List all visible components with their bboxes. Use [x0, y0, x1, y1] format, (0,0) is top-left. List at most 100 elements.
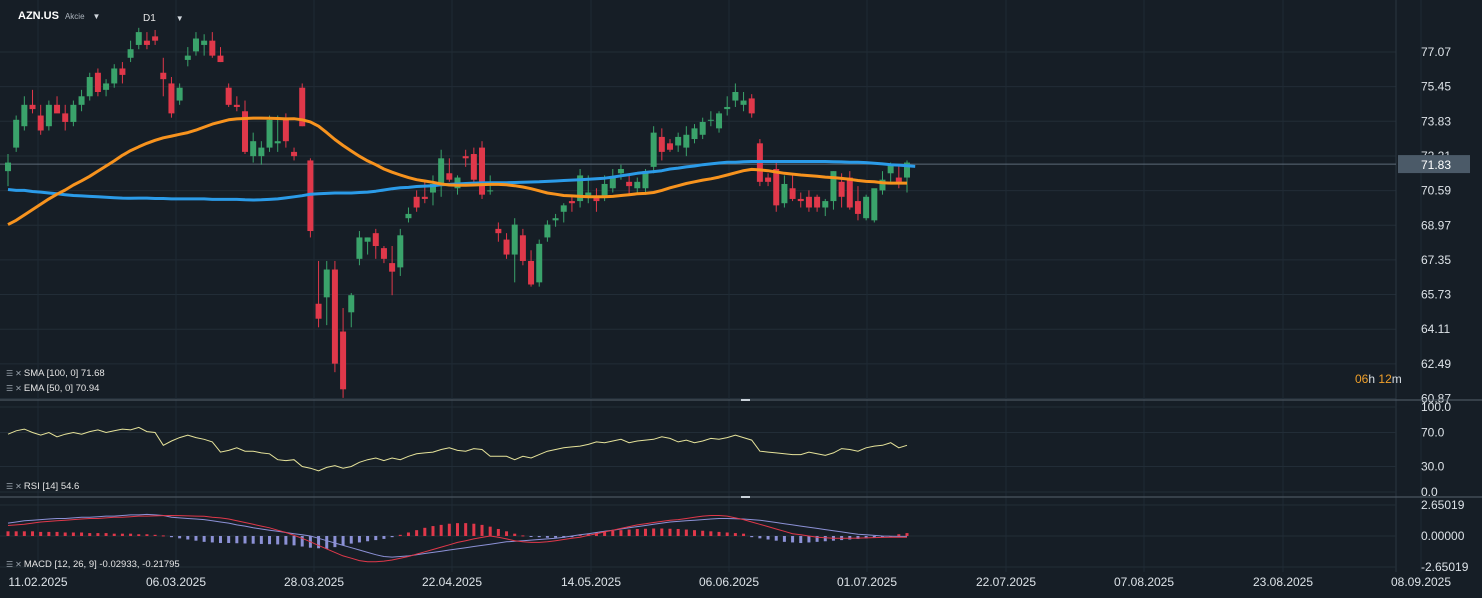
macd-histogram-bar-negative [390, 536, 394, 538]
time-tick-label: 22.04.2025 [422, 575, 482, 589]
macd-histogram-bar-positive [96, 533, 100, 536]
macd-tick-label: 2.65019 [1421, 498, 1465, 512]
macd-histogram-bar-positive [22, 531, 26, 536]
candle-down [29, 104, 36, 110]
close-icon[interactable]: ✕ [15, 369, 22, 378]
macd-histogram-bar-positive [488, 526, 492, 536]
candle-up [111, 68, 118, 84]
candle-down [380, 248, 387, 259]
macd-histogram-bar-negative [782, 536, 786, 542]
macd-tick-label: -2.65019 [1421, 560, 1469, 574]
macd-histogram-bar-positive [611, 530, 615, 536]
macd-histogram-bar-negative [774, 536, 778, 541]
candle-up [429, 183, 436, 193]
macd-signal-line [7, 514, 907, 563]
macd-histogram-bar-positive [39, 531, 43, 536]
timeframe-dropdown-icon[interactable]: ▼ [175, 14, 184, 23]
settings-icon[interactable]: ☰ [6, 560, 13, 569]
candle-up [724, 106, 731, 110]
macd-histogram-bar-positive [472, 523, 476, 536]
macd-histogram-bar-negative [570, 536, 574, 538]
candle-up [438, 158, 445, 184]
candle-down [503, 239, 510, 255]
candle-up [617, 168, 624, 174]
candle-down [765, 177, 772, 182]
candle-down [340, 331, 347, 390]
candle-down [895, 177, 902, 182]
macd-histogram-bar-negative [349, 536, 353, 544]
macd-histogram-bar-negative [210, 536, 214, 543]
candle-up [397, 235, 404, 268]
timeframe-selector[interactable]: D1 ▼ [143, 13, 184, 24]
time-tick-label: 23.08.2025 [1253, 575, 1313, 589]
close-icon[interactable]: ✕ [15, 384, 22, 393]
settings-icon[interactable]: ☰ [6, 384, 13, 393]
symbol-dropdown-icon[interactable]: ▼ [92, 11, 101, 21]
macd-histogram-bar-positive [742, 533, 746, 536]
macd-histogram-bar-positive [161, 535, 165, 537]
macd-histogram-bar-negative [848, 536, 852, 540]
candle-down [519, 235, 526, 261]
countdown-minutes: 12 [1378, 372, 1392, 386]
candle-down [225, 87, 232, 105]
time-tick-label: 08.09.2025 [1391, 575, 1451, 589]
rsi-legend: ☰ ✕ RSI [14] 54.6 [6, 481, 79, 492]
macd-histogram-bar-positive [447, 523, 451, 536]
candle-down [748, 98, 755, 114]
macd-histogram-bar-negative [268, 536, 272, 545]
macd-histogram-bar-negative [529, 536, 533, 537]
macd-histogram-bar-positive [635, 528, 639, 536]
macd-histogram-bar-negative [300, 536, 304, 547]
candle-down [37, 115, 44, 131]
time-tick-label: 06.03.2025 [146, 575, 206, 589]
candle-up [21, 104, 28, 127]
settings-icon[interactable]: ☰ [6, 369, 13, 378]
candle-down [446, 173, 453, 180]
macd-histogram-bar-positive [63, 532, 67, 536]
macd-histogram-bar-positive [668, 528, 672, 536]
candle-down [152, 36, 159, 41]
rsi-line [7, 426, 908, 472]
candle-up [127, 49, 134, 58]
macd-histogram-bar-positive [733, 533, 737, 536]
countdown-hours: 06 [1355, 372, 1369, 386]
candle-up [348, 295, 355, 313]
macd-histogram-bar-positive [14, 531, 18, 536]
macd-histogram-bar-positive [55, 531, 59, 536]
candle-down [773, 168, 780, 206]
macd-histogram-bar-positive [619, 530, 623, 536]
candle-down [805, 196, 812, 208]
macd-histogram-bar-negative [758, 536, 762, 539]
macd-histogram-bar-negative [791, 536, 795, 543]
settings-icon[interactable]: ☰ [6, 482, 13, 491]
close-icon[interactable]: ✕ [15, 482, 22, 491]
price-tick-label: 73.83 [1421, 114, 1451, 128]
macd-histogram-bar-positive [627, 529, 631, 536]
pane-resize-handle[interactable] [741, 496, 750, 498]
macd-histogram-bar-positive [456, 523, 459, 536]
countdown-hours-unit: h [1368, 372, 1376, 386]
macd-histogram-bar-negative [276, 536, 280, 545]
candle-down [797, 198, 804, 202]
close-icon[interactable]: ✕ [15, 560, 22, 569]
macd-histogram-bar-positive [104, 533, 108, 536]
pane-resize-handle[interactable] [741, 399, 750, 401]
macd-histogram-bar-positive [431, 526, 435, 536]
countdown-minutes-unit: m [1391, 372, 1402, 386]
macd-histogram-bar-positive [120, 533, 124, 536]
macd-histogram-bar-negative [357, 536, 361, 543]
timeframe-label: D1 [143, 13, 156, 24]
candle-up [511, 224, 518, 255]
macd-histogram-bar-positive [464, 523, 468, 536]
candle-down [119, 68, 126, 75]
macd-histogram-bar-positive [129, 533, 133, 536]
candle-up [70, 104, 77, 122]
macd-histogram-bar-negative [545, 536, 549, 538]
candle-up [879, 179, 886, 191]
candle-down [666, 143, 673, 150]
current-price-value: 71.83 [1421, 158, 1451, 172]
candle-up [675, 136, 682, 146]
current-price-tag [1398, 155, 1470, 174]
candle-down [389, 263, 396, 272]
